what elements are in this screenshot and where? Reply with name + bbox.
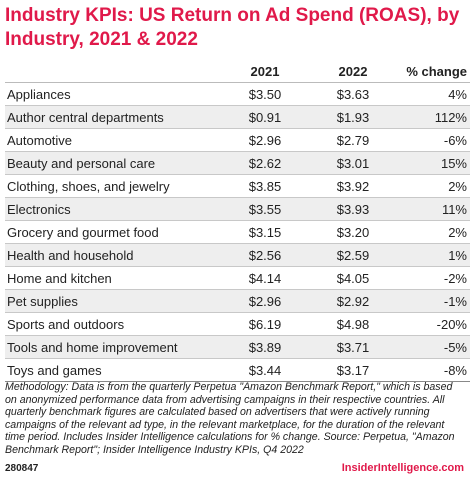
value-2022: $2.79 [336,132,370,148]
value-2022: $2.59 [309,243,397,267]
value-change: -20% [436,316,467,332]
value-2022: $3.17 [336,362,370,378]
value-2021: $2.62 [221,151,309,175]
col-header-change: % change [406,64,467,79]
value-2021: $2.96 [221,289,309,313]
value-2022: $4.05 [336,270,370,286]
chart-title: Industry KPIs: US Return on Ad Spend (RO… [5,5,460,50]
value-2022: $3.20 [336,224,370,240]
value-change: 2% [448,224,467,240]
value-2022: $1.93 [309,105,397,129]
value-change: 15% [397,151,470,175]
value-2022: $2.92 [309,289,397,313]
value-2021: $3.85 [248,178,282,194]
value-change: 4% [448,86,467,102]
row-label: Electronics [5,197,221,221]
brand-link[interactable]: InsiderIntelligence.com [341,462,464,474]
col-header-label [5,61,221,83]
value-2021: $6.19 [248,316,282,332]
chart-id: 280847 [5,463,39,474]
row-label: Author central departments [5,105,221,129]
row-label: Beauty and personal care [5,151,221,175]
value-2021: $3.89 [221,335,309,359]
value-2021: $3.55 [221,197,309,221]
value-2021: $4.14 [248,270,282,286]
row-label: Automotive [7,132,73,148]
table-row: Beauty and personal care $2.62 $3.01 15% [5,151,470,175]
col-header-2021: 2021 [250,64,280,79]
table-row: Toys and games $3.44 $3.17 -8% [5,359,470,382]
value-2021: $3.50 [248,86,282,102]
value-change: 112% [397,105,470,129]
table-row: Automotive $2.96 $2.79 -6% [5,129,470,152]
row-label: Appliances [7,86,71,102]
col-header-2022: 2022 [338,64,368,79]
value-change: 2% [448,178,467,194]
row-label: Home and kitchen [7,270,112,286]
row-label: Grocery and gourmet food [7,224,159,240]
value-2021: $3.15 [248,224,282,240]
header-row: 2021 2022 % change [5,61,470,83]
row-label: Toys and games [7,362,102,378]
table-row: Electronics $3.55 $3.93 11% [5,197,470,221]
value-change: -5% [397,335,470,359]
row-label: Health and household [5,243,221,267]
table-row: Author central departments $0.91 $1.93 112% [5,105,470,129]
table-row: Tools and home improvement $3.89 $3.71 -5% [5,335,470,359]
value-2022: $4.98 [336,316,370,332]
table-row: Home and kitchen $4.14 $4.05 -2% [5,267,470,290]
table-body: Appliances $3.50 $3.63 4% Author central dep… [5,83,470,382]
value-change: 11% [397,197,470,221]
value-change: -6% [443,132,467,148]
table-row: Clothing, shoes, and jewelry $3.85 $3.92 2% [5,175,470,198]
row-label: Clothing, shoes, and jewelry [7,178,170,194]
table-row: Pet supplies $2.96 $2.92 -1% [5,289,470,313]
methodology-note: Methodology: Data is from the quarterly … [5,381,455,456]
value-2022: $3.93 [309,197,397,221]
value-change: 1% [397,243,470,267]
value-2021: $3.44 [248,362,282,378]
value-2022: $3.92 [336,178,370,194]
row-label: Sports and outdoors [7,316,125,332]
table-row: Health and household $2.56 $2.59 1% [5,243,470,267]
value-2022: $3.01 [309,151,397,175]
value-2021: $0.91 [221,105,309,129]
value-change: -8% [443,362,467,378]
row-label: Pet supplies [5,289,221,313]
value-2022: $3.63 [336,86,370,102]
row-label: Tools and home improvement [5,335,221,359]
value-change: -2% [443,270,467,286]
table-row: Appliances $3.50 $3.63 4% [5,83,470,106]
value-change: -1% [397,289,470,313]
table-row: Grocery and gourmet food $3.15 $3.20 2% [5,221,470,244]
value-2022: $3.71 [309,335,397,359]
value-2021: $2.96 [248,132,282,148]
table-row: Sports and outdoors $6.19 $4.98 -20% [5,313,470,336]
value-2021: $2.56 [221,243,309,267]
data-table: 2021 2022 % change Appliances $3.50 $3.63 4… [5,61,470,382]
